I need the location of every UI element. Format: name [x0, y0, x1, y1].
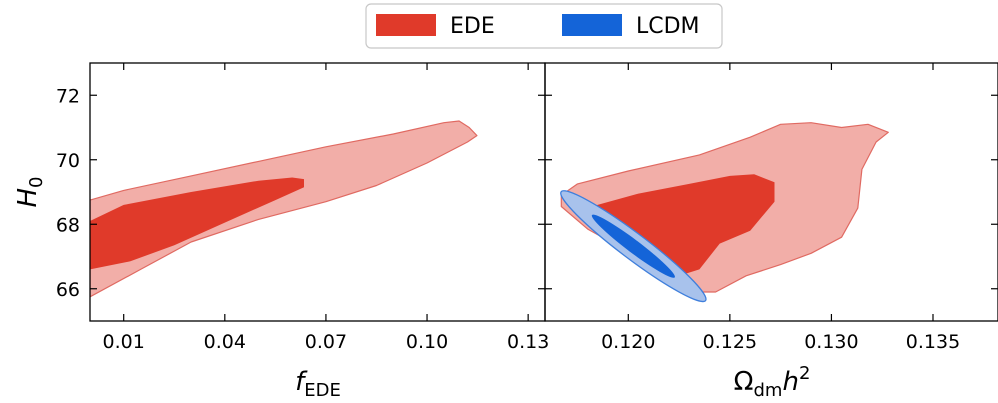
- axes-frame: [544, 62, 998, 322]
- legend-swatch-ede: [376, 14, 436, 36]
- legend: EDE LCDM: [365, 3, 723, 49]
- x-axis-label-text: Ωdmh2: [734, 363, 811, 401]
- y-tick-label: 70: [56, 150, 80, 172]
- x-tick-label: 0.13: [507, 331, 549, 353]
- y-tick-label: 66: [56, 279, 80, 301]
- x-axis-label-text: fEDE: [295, 367, 341, 401]
- ede-outer-contour: [90, 120, 478, 298]
- contour-area: [90, 120, 478, 298]
- lcdm-inner-contour: [591, 214, 675, 278]
- x-tick-label: 0.04: [204, 331, 246, 353]
- x-tick-label: 0.135: [906, 331, 960, 353]
- x-axis-label-fede: fEDE: [295, 367, 341, 401]
- x-axis-label-omega-dm: Ωdmh2: [734, 363, 811, 401]
- y-axis-label-text: H0: [13, 176, 47, 207]
- left-panel-fede-vs-h0: 0.01 0.04 0.07 0.10 0.13 66 68 70 72: [56, 62, 549, 353]
- ede-inner-contour: [90, 177, 304, 270]
- legend-label-ede: EDE: [450, 14, 495, 39]
- x-tick-label: 0.125: [703, 331, 757, 353]
- contour-area: [560, 122, 889, 303]
- legend-label-lcdm: LCDM: [636, 14, 700, 39]
- legend-box: [365, 3, 723, 49]
- x-tick-label: 0.130: [804, 331, 858, 353]
- right-panel-omega-dm-vs-h0: 0.120 0.125 0.130 0.135: [544, 62, 998, 353]
- legend-swatch-lcdm: [562, 14, 622, 36]
- x-tick-label: 0.07: [305, 331, 347, 353]
- x-tick-label: 0.10: [406, 331, 448, 353]
- y-axis-label: H0: [13, 176, 47, 207]
- x-tick-label: 0.01: [103, 331, 145, 353]
- x-tick-label: 0.120: [601, 331, 655, 353]
- y-tick-label: 68: [56, 214, 80, 236]
- y-tick-label: 72: [56, 85, 80, 107]
